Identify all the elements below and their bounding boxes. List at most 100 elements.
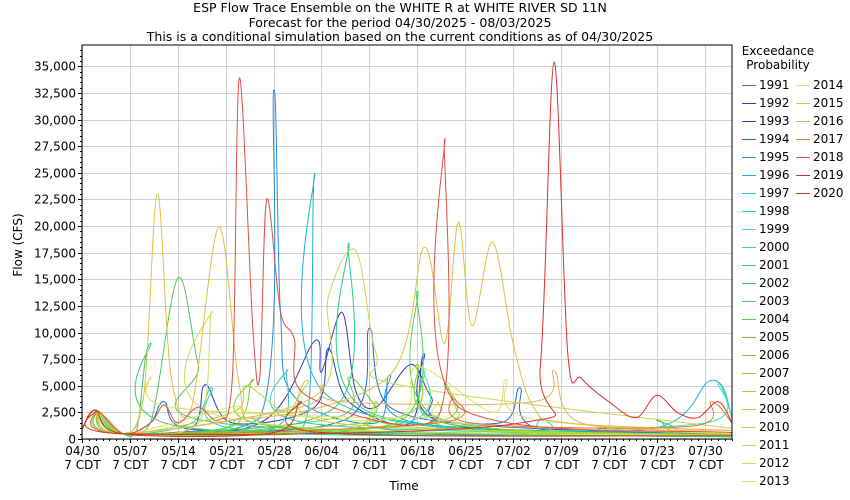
- series-line-2017: [81, 395, 733, 435]
- legend-swatch: [742, 84, 756, 86]
- legend-label: 2007: [759, 366, 790, 380]
- x-tick-label: 05/28: [257, 444, 292, 458]
- legend-item-2004: 2004: [742, 310, 790, 328]
- x-tick-label: 05/21: [209, 444, 244, 458]
- legend-item-2010: 2010: [742, 418, 790, 436]
- legend-swatch: [796, 138, 810, 140]
- y-tick-label: 17,500: [34, 247, 76, 261]
- x-tick-label-time: 7 CDT: [687, 458, 724, 472]
- legend-item-2015: 2015: [796, 94, 844, 112]
- legend-item-2019: 2019: [796, 166, 844, 184]
- series-line-2020: [81, 401, 733, 438]
- legend-swatch: [742, 120, 756, 122]
- x-tick-label: 07/23: [640, 444, 675, 458]
- legend-item-2018: 2018: [796, 148, 844, 166]
- legend-item-1997: 1997: [742, 184, 790, 202]
- x-tick-label: 06/04: [304, 444, 339, 458]
- x-tick-label-time: 7 CDT: [256, 458, 293, 472]
- chart-title: ESP Flow Trace Ensemble on the WHITE R a…: [193, 0, 607, 15]
- x-tick-label-time: 7 CDT: [160, 458, 197, 472]
- legend-swatch: [742, 354, 756, 356]
- legend-item-2009: 2009: [742, 400, 790, 418]
- chart-titles: ESP Flow Trace Ensemble on the WHITE R a…: [0, 0, 800, 45]
- legend-item-2017: 2017: [796, 130, 844, 148]
- y-tick-label: 27,500: [34, 140, 76, 154]
- series-line-2019: [81, 61, 733, 436]
- legend-label: 2001: [759, 258, 790, 272]
- series-line-1996: [81, 173, 733, 435]
- y-tick-label: 5,000: [42, 380, 76, 394]
- legend-label: 2018: [813, 150, 844, 164]
- legend-label: 2020: [813, 186, 844, 200]
- legend-swatch: [742, 246, 756, 248]
- y-tick-label: 32,500: [34, 87, 76, 101]
- legend-label: 1991: [759, 78, 790, 92]
- y-tick-label: 22,500: [34, 193, 76, 207]
- x-tick-label-time: 7 CDT: [639, 458, 676, 472]
- x-tick-label-time: 7 CDT: [64, 458, 101, 472]
- series-line-2004: [81, 290, 733, 436]
- legend-label: 1993: [759, 114, 790, 128]
- legend-item-2006: 2006: [742, 346, 790, 364]
- legend-swatch: [742, 480, 756, 482]
- legend-label: 2005: [759, 330, 790, 344]
- chart-subtitle-2: This is a conditional simulation based o…: [146, 29, 654, 44]
- legend-label: 1997: [759, 186, 790, 200]
- legend-item-2013: 2013: [742, 472, 790, 490]
- x-tick-label-time: 7 CDT: [351, 458, 388, 472]
- x-tick-label-time: 7 CDT: [399, 458, 436, 472]
- legend-item-1994: 1994: [742, 130, 790, 148]
- legend-item-2012: 2012: [742, 454, 790, 472]
- x-tick-label-time: 7 CDT: [591, 458, 628, 472]
- legend-swatch: [742, 102, 756, 104]
- x-tick-label: 07/16: [592, 444, 627, 458]
- legend-swatch: [742, 264, 756, 266]
- axis-layer: 0 2,500 5,000 7,500 10,000 12,500 15,000 17,500…: [34, 44, 733, 472]
- legend-item-2000: 2000: [742, 238, 790, 256]
- x-tick-label: 07/30: [688, 444, 723, 458]
- legend-label: 2009: [759, 402, 790, 416]
- legend-label: 2019: [813, 168, 844, 182]
- legend-label: 2013: [759, 474, 790, 488]
- x-tick-label: 07/09: [544, 444, 579, 458]
- series-line-2011: [81, 248, 733, 435]
- legend-label: 2016: [813, 114, 844, 128]
- x-tick-label: 06/25: [448, 444, 483, 458]
- legend-swatch: [742, 282, 756, 284]
- legend-swatch: [742, 318, 756, 320]
- legend-swatch: [742, 156, 756, 158]
- chart-subtitle: Forecast for the period 04/30/2025 - 08/…: [248, 14, 552, 30]
- legend-swatch: [742, 408, 756, 410]
- y-tick-label: 20,000: [34, 220, 76, 234]
- y-tick-label: 0: [68, 433, 76, 447]
- x-tick-label: 05/07: [113, 444, 148, 458]
- legend-label: 2008: [759, 384, 790, 398]
- series-line-2009: [81, 401, 733, 437]
- plot-area: [81, 44, 733, 440]
- legend-label: 1998: [759, 204, 790, 218]
- y-tick-label: 10,000: [34, 327, 76, 341]
- legend-item-2005: 2005: [742, 328, 790, 346]
- y-tick-label: 25,000: [34, 167, 76, 181]
- y-tick-label: 15,000: [34, 273, 76, 287]
- legend-swatch: [742, 228, 756, 230]
- legend-swatch: [742, 390, 756, 392]
- legend-label: 1999: [759, 222, 790, 236]
- grid-layer: [82, 45, 732, 440]
- legend-item-2008: 2008: [742, 382, 790, 400]
- y-tick-label: 30,000: [34, 114, 76, 128]
- legend-item-1992: 1992: [742, 94, 790, 112]
- legend-item-2002: 2002: [742, 274, 790, 292]
- legend-item-2020: 2020: [796, 184, 844, 202]
- y-tick-label: 35,000: [34, 60, 76, 74]
- legend-label: 2014: [813, 78, 844, 92]
- legend-label: 2017: [813, 132, 844, 146]
- legend: Exceedance Probability 1991 1992 1993 1994 1…: [736, 44, 850, 488]
- legend-swatch: [796, 174, 810, 176]
- legend-item-2003: 2003: [742, 292, 790, 310]
- legend-label: 2003: [759, 294, 790, 308]
- legend-swatch: [796, 120, 810, 122]
- legend-swatch: [742, 444, 756, 446]
- legend-item-1998: 1998: [742, 202, 790, 220]
